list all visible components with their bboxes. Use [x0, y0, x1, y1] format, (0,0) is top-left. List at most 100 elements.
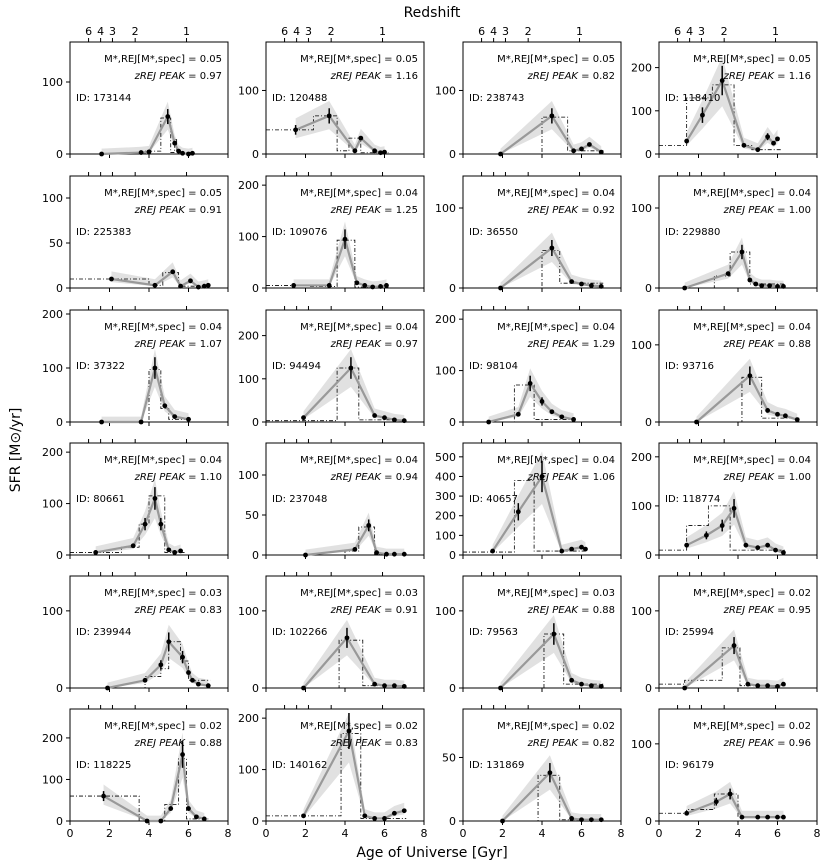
sfh-point	[391, 551, 397, 557]
mass-ratio-label: M*,REJ[M*,spec] =	[104, 721, 200, 732]
sfh-point	[178, 283, 184, 289]
sfh-point	[598, 817, 604, 823]
x-tick-label: 2	[302, 827, 309, 840]
z-peak-value: 0.94	[396, 472, 418, 483]
sfh-point	[781, 550, 786, 555]
mass-ratio-value: 0.04	[789, 188, 811, 199]
y-tick-label: 50	[442, 751, 456, 764]
sfh-point	[755, 683, 761, 689]
y-tick-label: 0	[56, 682, 63, 695]
z-peak-value: 1.16	[789, 71, 811, 82]
y-tick-label: 100	[631, 738, 652, 751]
galaxy-id-value: 40657	[486, 494, 518, 505]
mass-ratio-label: M*,REJ[M*,spec] =	[300, 455, 396, 466]
sfh-point	[195, 681, 201, 687]
sfh-point	[142, 521, 148, 527]
sfh-point	[783, 413, 788, 419]
galaxy-id-prefix: ID:	[469, 227, 486, 238]
mass-ratio-annotation: M*,REJ[M*,spec] = 0.03	[300, 588, 418, 599]
z-peak-annotation: zREJ PEAK = 1.16	[723, 71, 811, 82]
mass-ratio-annotation: M*,REJ[M*,spec] = 0.03	[497, 588, 615, 599]
z-peak-value: 0.88	[593, 605, 615, 616]
z-peak-value: 0.83	[396, 738, 418, 749]
sfh-point	[743, 542, 749, 548]
sfh-envelope	[101, 349, 189, 422]
mass-ratio-annotation: M*,REJ[M*,spec] = 0.02	[104, 721, 222, 732]
galaxy-id-value: 118410	[682, 93, 720, 104]
sfh-point	[588, 817, 594, 823]
galaxy-id-prefix: ID:	[76, 494, 93, 505]
galaxy-id-prefix: ID:	[469, 627, 486, 638]
sfh-point	[99, 419, 104, 425]
z-peak-value: 0.96	[789, 738, 811, 749]
sfh-point	[549, 245, 555, 251]
redshift-tick-label: 4	[293, 25, 300, 38]
galaxy-id: ID: 229880	[665, 227, 720, 238]
galaxy-id: ID: 237048	[272, 494, 327, 505]
z-peak-label: zREJ PEAK =	[723, 339, 789, 350]
x-tick-label: 6	[578, 827, 585, 840]
y-tick-label: 200	[238, 330, 259, 343]
x-tick-label: 0	[67, 827, 74, 840]
sfh-point	[362, 283, 368, 288]
redshift-tick-label: 3	[698, 25, 705, 38]
sfh-point	[166, 547, 172, 553]
sfh-point	[781, 284, 786, 289]
sfh-point	[180, 654, 185, 660]
galaxy-id-prefix: ID:	[469, 361, 486, 372]
mass-ratio-annotation: M*,REJ[M*,spec] = 0.05	[104, 188, 222, 199]
mass-ratio-label: M*,REJ[M*,spec] =	[300, 588, 396, 599]
galaxy-id-value: 79563	[486, 627, 518, 638]
sfh-point	[781, 681, 786, 687]
z-peak-value: 1.00	[789, 205, 811, 216]
galaxy-id: ID: 36550	[469, 227, 518, 238]
x-tick-label: 8	[225, 827, 232, 840]
y-tick-label: 100	[631, 105, 652, 118]
galaxy-id: ID: 118774	[665, 494, 720, 505]
y-tick-label: 100	[435, 202, 456, 215]
mass-ratio-value: 0.04	[593, 322, 615, 333]
mass-ratio-annotation: M*,REJ[M*,spec] = 0.02	[300, 721, 418, 732]
mass-ratio-annotation: M*,REJ[M*,spec] = 0.03	[104, 588, 222, 599]
mass-ratio-value: 0.03	[200, 588, 222, 599]
sfh-step-line	[463, 384, 578, 423]
galaxy-id: ID: 131869	[469, 760, 524, 771]
redshift-tick-label: 1	[183, 25, 190, 38]
y-tick-label: 0	[252, 148, 259, 161]
y-tick-label: 0	[645, 682, 652, 695]
galaxy-id-prefix: ID:	[665, 494, 682, 505]
x-tick-label: 8	[618, 827, 625, 840]
sfh-point	[598, 149, 604, 155]
mass-ratio-annotation: M*,REJ[M*,spec] = 0.04	[497, 322, 615, 333]
mass-ratio-label: M*,REJ[M*,spec] =	[693, 188, 789, 199]
y-tick-label: 0	[645, 549, 652, 562]
sfh-step-line	[463, 249, 604, 289]
sfh-envelope	[95, 478, 181, 554]
sfh-point	[384, 551, 389, 557]
galaxy-id: ID: 37322	[76, 361, 125, 372]
galaxy-id-value: 140162	[289, 760, 327, 771]
sfh-point	[105, 685, 110, 691]
galaxy-id-value: 80661	[93, 494, 125, 505]
sfh-point	[372, 413, 378, 418]
galaxy-id-value: 96179	[682, 760, 714, 771]
z-peak-value: 1.07	[200, 339, 222, 350]
redshift-tick-label: 6	[478, 25, 485, 38]
sfh-point	[382, 816, 387, 821]
redshift-tick-label: 6	[281, 25, 288, 38]
y-tick-label: 0	[449, 148, 456, 161]
z-peak-annotation: zREJ PEAK = 1.10	[134, 472, 222, 483]
sfh-point	[490, 548, 496, 554]
z-peak-annotation: zREJ PEAK = 0.92	[527, 205, 615, 216]
z-peak-label: zREJ PEAK =	[527, 738, 593, 749]
sfh-point	[372, 681, 378, 687]
sfh-envelope	[107, 624, 209, 688]
x-tick-label: 4	[146, 827, 153, 840]
